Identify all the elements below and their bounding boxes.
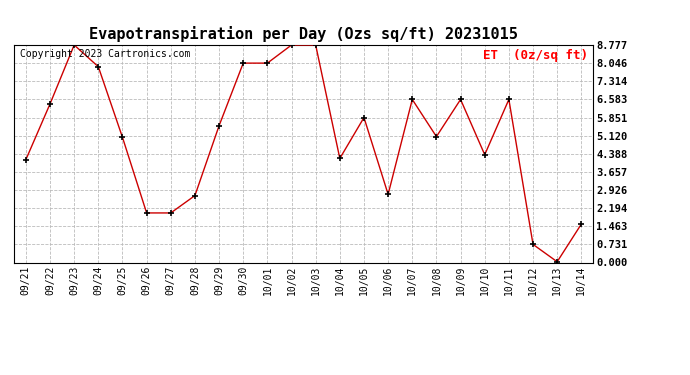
Text: Copyright 2023 Cartronics.com: Copyright 2023 Cartronics.com [19,50,190,59]
Text: Evapotranspiration per Day (Ozs sq/ft) 20231015: Evapotranspiration per Day (Ozs sq/ft) 2… [89,26,518,42]
Text: ET  (0z/sq ft): ET (0z/sq ft) [482,50,588,62]
